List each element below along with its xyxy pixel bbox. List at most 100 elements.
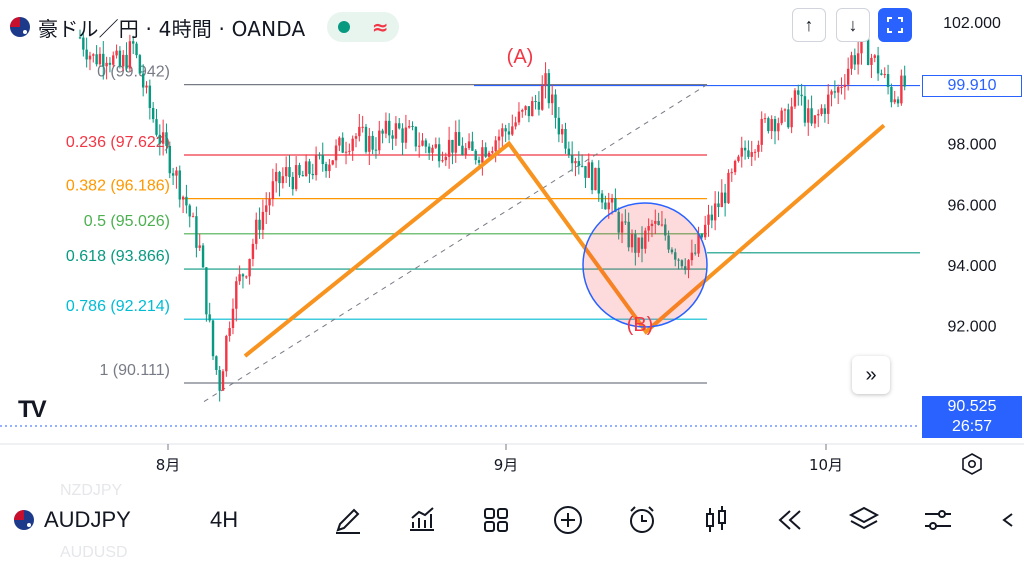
candle-body	[231, 308, 235, 329]
candle-body	[886, 74, 890, 87]
drawing-pen-icon[interactable]	[330, 502, 366, 538]
candle-body	[487, 152, 491, 157]
candle-body	[707, 214, 710, 225]
replay-rewind-icon[interactable]	[772, 502, 808, 538]
x-tick-label: 8月	[156, 456, 181, 474]
y-tick-label: 96.000	[948, 197, 997, 214]
candle-body	[421, 140, 424, 146]
candle-body	[903, 75, 906, 87]
candle-body	[697, 234, 700, 254]
layers-icon[interactable]	[846, 502, 882, 538]
candle-body	[767, 118, 770, 132]
candle-body	[570, 154, 574, 164]
candle-body	[235, 281, 238, 309]
y-tick-label: 92.000	[948, 319, 997, 336]
candle-body	[753, 151, 757, 153]
candle-body	[873, 55, 876, 58]
candle-body	[304, 161, 308, 177]
candle-body	[654, 220, 657, 224]
timeframe-selector[interactable]: 4H	[210, 507, 239, 532]
candle-body	[241, 274, 245, 277]
candle-body	[670, 249, 674, 253]
candle-body	[141, 73, 145, 88]
candle-body	[890, 86, 893, 103]
candle-body	[168, 145, 171, 174]
label-a: (A)	[507, 46, 534, 68]
market-status-pill[interactable]: ≈	[327, 12, 400, 42]
candle-body	[291, 176, 295, 190]
fib-level-label: 0 (99.942)	[97, 64, 170, 81]
candle-body	[674, 252, 677, 260]
candle-body	[554, 94, 557, 118]
candles-icon[interactable]	[698, 502, 734, 538]
tradingview-logo: TV	[18, 396, 47, 423]
candle-body	[594, 167, 597, 191]
candle-body	[610, 198, 614, 203]
scroll-to-latest-button[interactable]: »	[852, 356, 890, 394]
wave-pattern-line	[243, 123, 886, 358]
chart-title[interactable]: 豪ドル／円 · 4時間 · OANDA	[38, 16, 306, 41]
layouts-grid-icon[interactable]	[478, 502, 514, 538]
price-chart[interactable]: 0 (99.942) 0.236 (97.622) 0.382 (96.186) 0.…	[0, 0, 1024, 488]
candle-body	[620, 221, 624, 233]
candle-body	[158, 134, 162, 144]
candle-body	[524, 106, 527, 111]
candle-body	[228, 328, 231, 336]
candle-body	[647, 226, 650, 231]
candle-body	[314, 154, 318, 176]
candle-body	[604, 202, 607, 210]
candle-body	[238, 274, 241, 282]
candle-body	[457, 132, 461, 146]
candle-body	[424, 140, 428, 147]
chart-area[interactable]: 0 (99.942) 0.236 (97.622) 0.382 (96.186) 0.…	[0, 0, 1024, 488]
symbol-selector[interactable]: AUDJPY	[14, 507, 131, 533]
candle-body	[783, 109, 787, 111]
line-price-badge: 99.910	[922, 75, 1022, 97]
candle-body	[361, 126, 364, 128]
x-tick-label: 9月	[494, 456, 519, 474]
candle-body	[135, 43, 138, 56]
candle-body	[138, 55, 142, 74]
candle-body	[560, 128, 564, 135]
candle-body	[218, 370, 221, 391]
candle-body	[284, 167, 288, 177]
candle-body	[155, 119, 158, 135]
candle-body	[713, 203, 717, 221]
chevron-left-icon[interactable]	[994, 502, 1018, 538]
scroll-up-button[interactable]: ↑	[792, 8, 826, 42]
candle-body	[324, 164, 328, 172]
settings-sliders-icon[interactable]	[920, 502, 956, 538]
candle-body	[145, 85, 148, 88]
candle-body	[245, 276, 248, 278]
alarm-clock-icon[interactable]	[624, 502, 660, 538]
candle-body	[354, 136, 358, 139]
add-plus-icon[interactable]	[550, 502, 586, 538]
candle-body	[112, 55, 115, 65]
candle-body	[88, 55, 92, 60]
candle-body	[225, 335, 228, 372]
candle-body	[644, 230, 647, 249]
candle-body	[634, 234, 637, 253]
scroll-down-button[interactable]: ↓	[836, 8, 870, 42]
fib-level-label: 0.236 (97.622)	[66, 134, 170, 151]
symbol-name[interactable]: AUDJPY	[44, 507, 131, 532]
fib-level-label: 1 (90.111)	[99, 362, 170, 379]
indicators-icon[interactable]	[404, 502, 440, 538]
candle-body	[321, 154, 324, 165]
candle-body	[880, 73, 883, 75]
candle-body	[637, 237, 640, 253]
candle-body	[358, 126, 361, 137]
candle-body	[368, 135, 371, 152]
candle-body	[208, 314, 211, 321]
fullscreen-button[interactable]	[878, 8, 912, 42]
candle-body	[431, 147, 434, 153]
candle-body	[258, 219, 261, 230]
candle-body	[175, 170, 178, 176]
candle-body	[178, 170, 181, 200]
candle-body	[680, 260, 684, 267]
candle-body	[720, 192, 724, 208]
candle-body	[132, 41, 135, 44]
settings-hexagon-icon[interactable]	[960, 452, 984, 476]
candle-body	[501, 128, 504, 137]
candle-body	[580, 165, 584, 167]
